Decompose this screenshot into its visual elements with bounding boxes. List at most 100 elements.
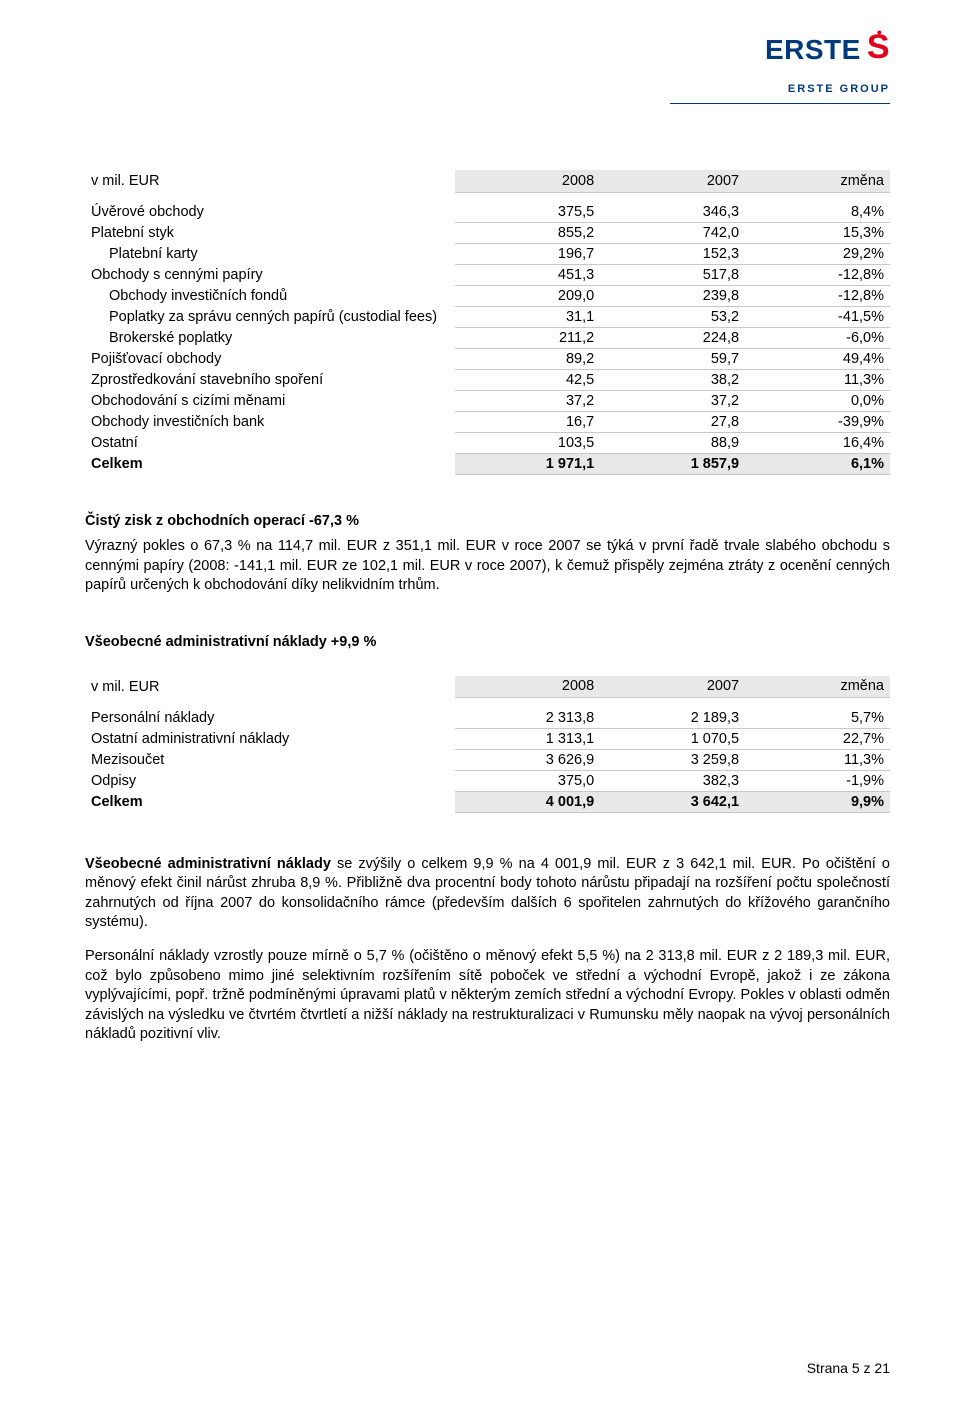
- cell-2007: 3 642,1: [600, 791, 745, 812]
- para-admin-total: Všeobecné administrativní náklady se zvý…: [85, 855, 890, 933]
- table-row: Pojišťovací obchody89,259,749,4%: [85, 349, 890, 370]
- table-row: Obchodování s cizími měnami37,237,20,0%: [85, 391, 890, 412]
- cell-change: -12,8%: [745, 286, 890, 307]
- cell-2007: 346,3: [600, 202, 745, 223]
- cell-2007: 88,9: [600, 433, 745, 454]
- table-row: Celkem1 971,11 857,96,1%: [85, 454, 890, 475]
- cell-change: -39,9%: [745, 412, 890, 433]
- row-label: Platební karty: [85, 244, 455, 265]
- table-row: Poplatky za správu cenných papírů (custo…: [85, 307, 890, 328]
- cell-change: 16,4%: [745, 433, 890, 454]
- row-label: Zprostředkování stavebního spoření: [85, 370, 455, 391]
- cell-2007: 2 189,3: [600, 708, 745, 729]
- section-heading-admin: Všeobecné administrativní náklady +9,9 %: [85, 634, 890, 650]
- cell-2007: 1 070,5: [600, 728, 745, 749]
- cell-2007: 37,2: [600, 391, 745, 412]
- cell-2008: 2 313,8: [455, 708, 600, 729]
- cell-change: -41,5%: [745, 307, 890, 328]
- cell-2007: 53,2: [600, 307, 745, 328]
- row-label: Brokerské poplatky: [85, 328, 455, 349]
- para-personnel: Personální náklady vzrostly pouze mírně …: [85, 947, 890, 1045]
- row-label: Obchody s cennými papíry: [85, 265, 455, 286]
- brand-group: ERSTE GROUP: [670, 83, 890, 95]
- row-label: Celkem: [85, 791, 455, 812]
- cell-2007: 1 857,9: [600, 454, 745, 475]
- col-2007: 2007: [600, 676, 745, 698]
- row-label: Ostatní: [85, 433, 455, 454]
- cell-change: 5,7%: [745, 708, 890, 729]
- table-row: Celkem4 001,93 642,19,9%: [85, 791, 890, 812]
- cell-change: -1,9%: [745, 770, 890, 791]
- cell-change: -6,0%: [745, 328, 890, 349]
- table-row: Zprostředkování stavebního spoření42,538…: [85, 370, 890, 391]
- table-row: Ostatní103,588,916,4%: [85, 433, 890, 454]
- section-heading-trading: Čistý zisk z obchodních operací -67,3 %: [85, 513, 890, 529]
- col-change: změna: [745, 170, 890, 192]
- table-row: Obchody investičních bank16,727,8-39,9%: [85, 412, 890, 433]
- row-label: Obchodování s cizími měnami: [85, 391, 455, 412]
- table-row: Odpisy375,0382,3-1,9%: [85, 770, 890, 791]
- brand-s-icon: S: [867, 28, 890, 67]
- row-label: Obchody investičních fondů: [85, 286, 455, 307]
- table-row: Personální náklady2 313,82 189,35,7%: [85, 708, 890, 729]
- cell-2008: 3 626,9: [455, 749, 600, 770]
- cell-change: 11,3%: [745, 370, 890, 391]
- section-para-trading: Výrazný pokles o 67,3 % na 114,7 mil. EU…: [85, 537, 890, 596]
- cell-2008: 31,1: [455, 307, 600, 328]
- cell-2007: 239,8: [600, 286, 745, 307]
- cell-2008: 375,0: [455, 770, 600, 791]
- cell-2008: 4 001,9: [455, 791, 600, 812]
- cell-2007: 517,8: [600, 265, 745, 286]
- cell-change: 49,4%: [745, 349, 890, 370]
- row-label: Celkem: [85, 454, 455, 475]
- cell-2007: 742,0: [600, 223, 745, 244]
- row-label: Ostatní administrativní náklady: [85, 728, 455, 749]
- table-row: Obchody investičních fondů209,0239,8-12,…: [85, 286, 890, 307]
- table-row: Platební karty196,7152,329,2%: [85, 244, 890, 265]
- cell-2007: 224,8: [600, 328, 745, 349]
- cell-change: 0,0%: [745, 391, 890, 412]
- cell-2008: 16,7: [455, 412, 600, 433]
- cell-2008: 211,2: [455, 328, 600, 349]
- brand-text: ERSTE: [765, 34, 861, 66]
- cell-2008: 1 313,1: [455, 728, 600, 749]
- para-admin-bold: Všeobecné administrativní náklady: [85, 856, 331, 872]
- cell-2008: 375,5: [455, 202, 600, 223]
- admin-cost-table: v mil. EUR 2008 2007 změna Personální ná…: [85, 676, 890, 813]
- logo-block: ERSTE S ERSTE GROUP: [670, 30, 890, 104]
- col-2007: 2007: [600, 170, 745, 192]
- row-label: Personální náklady: [85, 708, 455, 729]
- table-row: Brokerské poplatky211,2224,8-6,0%: [85, 328, 890, 349]
- row-label: Pojišťovací obchody: [85, 349, 455, 370]
- cell-2008: 37,2: [455, 391, 600, 412]
- table-row: Platební styk855,2742,015,3%: [85, 223, 890, 244]
- row-label: Obchody investičních bank: [85, 412, 455, 433]
- cell-2007: 38,2: [600, 370, 745, 391]
- cell-2007: 3 259,8: [600, 749, 745, 770]
- fees-table: v mil. EUR 2008 2007 změna Úvěrové obcho…: [85, 170, 890, 475]
- cell-2008: 209,0: [455, 286, 600, 307]
- cell-change: 15,3%: [745, 223, 890, 244]
- col-2008: 2008: [455, 170, 600, 192]
- table-row: Mezisoučet3 626,93 259,811,3%: [85, 749, 890, 770]
- cell-2007: 27,8: [600, 412, 745, 433]
- table-row: Ostatní administrativní náklady1 313,11 …: [85, 728, 890, 749]
- brand-divider: [670, 103, 890, 104]
- col-2008: 2008: [455, 676, 600, 698]
- col-unit: v mil. EUR: [85, 676, 455, 698]
- cell-2007: 59,7: [600, 349, 745, 370]
- cell-change: -12,8%: [745, 265, 890, 286]
- cell-2008: 451,3: [455, 265, 600, 286]
- cell-2008: 89,2: [455, 349, 600, 370]
- row-label: Mezisoučet: [85, 749, 455, 770]
- table-row: Obchody s cennými papíry451,3517,8-12,8%: [85, 265, 890, 286]
- row-label: Úvěrové obchody: [85, 202, 455, 223]
- table-row: Úvěrové obchody375,5346,38,4%: [85, 202, 890, 223]
- cell-2008: 855,2: [455, 223, 600, 244]
- brand-logo: ERSTE S: [670, 30, 890, 69]
- cell-change: 22,7%: [745, 728, 890, 749]
- cell-2008: 196,7: [455, 244, 600, 265]
- col-change: změna: [745, 676, 890, 698]
- cell-2008: 42,5: [455, 370, 600, 391]
- row-label: Odpisy: [85, 770, 455, 791]
